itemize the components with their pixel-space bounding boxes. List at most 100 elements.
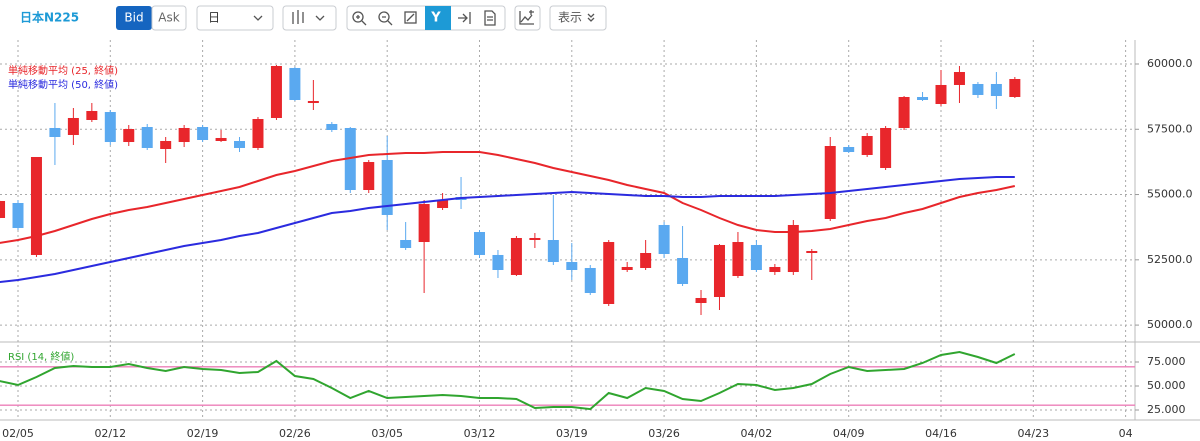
series-line bbox=[0, 151, 1016, 244]
candle-body bbox=[732, 242, 744, 277]
legend-entry: 単純移動平均 (25, 終値) bbox=[8, 64, 118, 77]
ask-button[interactable] bbox=[151, 5, 187, 31]
bid-button[interactable] bbox=[116, 6, 152, 30]
candle-body bbox=[234, 140, 246, 148]
y-tick-label: 50.000 bbox=[1147, 379, 1186, 392]
candle-body bbox=[806, 250, 818, 254]
candle-body bbox=[990, 83, 1002, 97]
legend-entry: RSI (14, 終値) bbox=[8, 350, 74, 363]
x-tick-label: 02/05 bbox=[2, 427, 34, 440]
x-tick-label: 02/12 bbox=[94, 427, 126, 440]
legend-entry: 単純移動平均 (50, 終値) bbox=[8, 78, 118, 91]
candle-body bbox=[400, 240, 412, 248]
y-lock-icon: Y bbox=[430, 11, 441, 26]
candle-body bbox=[270, 66, 282, 118]
candle-body bbox=[381, 160, 393, 215]
chart-type-select[interactable] bbox=[282, 5, 337, 31]
candle-body bbox=[12, 203, 24, 228]
candle-body bbox=[30, 156, 42, 255]
x-tick-label: 04 bbox=[1119, 427, 1133, 440]
candle-body bbox=[0, 200, 6, 218]
indicator-icon bbox=[519, 10, 534, 25]
candle-body bbox=[141, 126, 153, 148]
candle-body bbox=[104, 112, 116, 143]
y-tick-label: 50000.0 bbox=[1147, 318, 1193, 331]
candle-body bbox=[492, 254, 504, 270]
x-tick-label: 02/26 bbox=[279, 427, 311, 440]
y-lock-active[interactable] bbox=[425, 6, 451, 30]
candle-body bbox=[252, 119, 264, 148]
series-line bbox=[0, 350, 1016, 411]
candle-body bbox=[49, 127, 61, 137]
bid-label: Bid bbox=[124, 11, 143, 25]
zoom-out[interactable] bbox=[378, 11, 393, 26]
add-indicator[interactable] bbox=[514, 5, 541, 31]
candle-body bbox=[898, 96, 910, 128]
arrow-tool[interactable] bbox=[458, 12, 471, 24]
candle-body bbox=[935, 84, 947, 104]
period-label: 日 bbox=[208, 11, 220, 25]
plot: 02/05 02/12 02/19 02/26 03/05 03/12 03/19 03/26… bbox=[0, 40, 1193, 440]
chevron bbox=[587, 13, 595, 22]
candle-body bbox=[584, 267, 596, 294]
candle-body bbox=[289, 67, 301, 100]
candle-body bbox=[824, 146, 836, 220]
y-tick-label: 55000.0 bbox=[1147, 188, 1193, 201]
x-tick-label: 04/02 bbox=[741, 427, 773, 440]
x-tick-label: 03/12 bbox=[464, 427, 496, 440]
x-tick-label: 04/16 bbox=[925, 427, 957, 440]
candle-body bbox=[640, 253, 652, 268]
candle-body bbox=[677, 257, 689, 284]
candle-body bbox=[880, 127, 892, 168]
x-tick-label: 03/26 bbox=[648, 427, 680, 440]
candle-body bbox=[621, 266, 633, 270]
candle-body bbox=[787, 224, 799, 273]
candle-body bbox=[160, 140, 172, 150]
x-tick-label: 03/19 bbox=[556, 427, 588, 440]
candle-body bbox=[1009, 79, 1021, 97]
y-tick-label: 60000.0 bbox=[1147, 57, 1193, 70]
candle-body bbox=[326, 123, 338, 130]
candle-body bbox=[418, 203, 430, 243]
candle-body bbox=[547, 240, 559, 263]
candle-body bbox=[363, 162, 375, 190]
candle-body bbox=[843, 146, 855, 153]
y-tick-label: 25.000 bbox=[1147, 403, 1186, 416]
candle-body bbox=[86, 110, 98, 120]
y-tick-label: 75.000 bbox=[1147, 355, 1186, 368]
candle-body bbox=[972, 83, 984, 95]
x-tick-label: 04/09 bbox=[833, 427, 865, 440]
symbol[interactable]: 日本N225 bbox=[20, 10, 79, 25]
candle-body bbox=[215, 137, 227, 141]
candle-body bbox=[67, 117, 79, 135]
y-tick-label: 52500.0 bbox=[1147, 253, 1193, 266]
fit[interactable] bbox=[404, 11, 417, 24]
candle-body bbox=[917, 96, 929, 100]
candle-body bbox=[658, 224, 670, 254]
candle-body bbox=[566, 262, 578, 270]
candle-body bbox=[529, 237, 541, 240]
x-tick-label: 02/19 bbox=[187, 427, 219, 440]
series-line bbox=[0, 176, 1015, 283]
candle-body bbox=[307, 100, 319, 104]
chevron bbox=[253, 15, 263, 21]
candle-body bbox=[197, 126, 209, 140]
candle-body bbox=[603, 242, 615, 304]
candle-body bbox=[437, 200, 449, 208]
display-select[interactable] bbox=[549, 5, 607, 31]
candle-body bbox=[953, 72, 965, 85]
candle-body bbox=[510, 237, 522, 275]
candle-body bbox=[769, 266, 781, 273]
candle-body bbox=[695, 297, 707, 304]
candle-body bbox=[474, 232, 485, 255]
display-label: 表示 bbox=[558, 11, 582, 25]
candle-body bbox=[750, 244, 762, 270]
ask-label: Ask bbox=[158, 11, 179, 25]
candle-body bbox=[123, 129, 135, 143]
doc-tool[interactable] bbox=[484, 10, 496, 26]
zoom-in[interactable] bbox=[352, 11, 367, 26]
toolbar: 日本N225 Bid Ask 日 Y 表示 bbox=[20, 5, 607, 31]
period-select[interactable] bbox=[196, 5, 274, 31]
candle-body bbox=[713, 244, 725, 297]
candle-icon bbox=[292, 10, 304, 24]
